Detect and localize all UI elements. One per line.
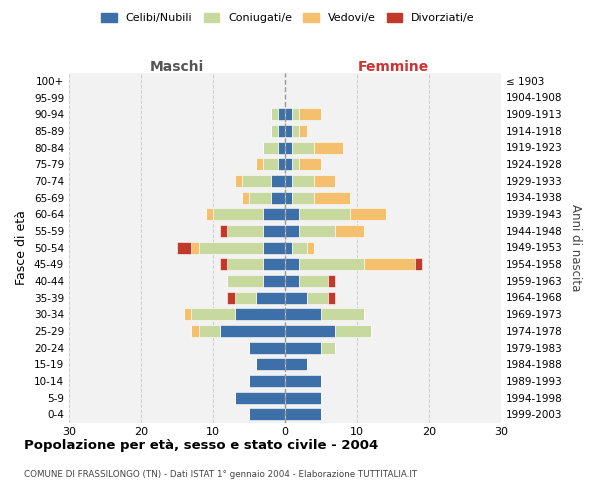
Bar	[299, 258, 364, 270]
Bar	[199, 242, 263, 254]
Bar	[285, 358, 307, 370]
Bar	[299, 125, 307, 137]
Bar	[199, 325, 220, 337]
Bar	[307, 292, 328, 304]
Bar	[285, 225, 299, 237]
Y-axis label: Fasce di età: Fasce di età	[16, 210, 28, 285]
Text: Femmine: Femmine	[358, 60, 428, 74]
Bar	[271, 125, 278, 137]
Bar	[285, 342, 321, 353]
Bar	[321, 308, 364, 320]
Text: Maschi: Maschi	[150, 60, 204, 74]
Bar	[220, 325, 285, 337]
Bar	[249, 342, 285, 353]
Bar	[292, 142, 314, 154]
Bar	[328, 292, 335, 304]
Bar	[271, 192, 285, 203]
Bar	[285, 192, 292, 203]
Bar	[263, 225, 285, 237]
Bar	[220, 258, 227, 270]
Bar	[299, 225, 335, 237]
Bar	[299, 208, 350, 220]
Bar	[227, 258, 263, 270]
Bar	[249, 375, 285, 387]
Bar	[242, 192, 249, 203]
Bar	[177, 242, 191, 254]
Bar	[256, 358, 285, 370]
Bar	[321, 342, 335, 353]
Bar	[285, 142, 292, 154]
Bar	[314, 192, 350, 203]
Bar	[292, 175, 314, 187]
Bar	[220, 225, 227, 237]
Bar	[184, 308, 191, 320]
Bar	[292, 242, 307, 254]
Bar	[335, 325, 371, 337]
Bar	[227, 225, 263, 237]
Bar	[227, 292, 235, 304]
Bar	[263, 142, 278, 154]
Bar	[285, 125, 292, 137]
Bar	[285, 108, 292, 120]
Bar	[285, 275, 299, 287]
Bar	[285, 158, 292, 170]
Bar	[235, 292, 256, 304]
Bar	[278, 158, 285, 170]
Bar	[350, 208, 386, 220]
Bar	[285, 208, 299, 220]
Bar	[235, 175, 242, 187]
Bar	[285, 408, 321, 420]
Bar	[191, 242, 199, 254]
Bar	[285, 175, 292, 187]
Bar	[278, 142, 285, 154]
Bar	[285, 375, 321, 387]
Bar	[285, 292, 307, 304]
Bar	[292, 158, 299, 170]
Bar	[364, 258, 415, 270]
Bar	[191, 308, 235, 320]
Bar	[299, 158, 321, 170]
Bar	[263, 158, 278, 170]
Bar	[314, 142, 343, 154]
Bar	[292, 125, 299, 137]
Bar	[299, 275, 328, 287]
Bar	[328, 275, 335, 287]
Bar	[278, 125, 285, 137]
Legend: Celibi/Nubili, Coniugati/e, Vedovi/e, Divorziati/e: Celibi/Nubili, Coniugati/e, Vedovi/e, Di…	[97, 8, 479, 28]
Bar	[292, 192, 314, 203]
Bar	[191, 325, 199, 337]
Bar	[263, 242, 285, 254]
Bar	[415, 258, 422, 270]
Bar	[271, 175, 285, 187]
Y-axis label: Anni di nascita: Anni di nascita	[569, 204, 582, 291]
Bar	[263, 275, 285, 287]
Bar	[235, 392, 285, 404]
Bar	[285, 325, 335, 337]
Bar	[263, 208, 285, 220]
Bar	[249, 192, 271, 203]
Bar	[278, 108, 285, 120]
Bar	[242, 175, 271, 187]
Bar	[307, 242, 314, 254]
Bar	[285, 392, 321, 404]
Bar	[256, 292, 285, 304]
Bar	[235, 308, 285, 320]
Text: Popolazione per età, sesso e stato civile - 2004: Popolazione per età, sesso e stato civil…	[24, 440, 378, 452]
Bar	[285, 258, 299, 270]
Bar	[249, 408, 285, 420]
Bar	[206, 208, 213, 220]
Bar	[299, 108, 321, 120]
Text: COMUNE DI FRASSILONGO (TN) - Dati ISTAT 1° gennaio 2004 - Elaborazione TUTTITALI: COMUNE DI FRASSILONGO (TN) - Dati ISTAT …	[24, 470, 417, 479]
Bar	[213, 208, 263, 220]
Bar	[263, 258, 285, 270]
Bar	[271, 108, 278, 120]
Bar	[227, 275, 263, 287]
Bar	[314, 175, 335, 187]
Bar	[335, 225, 364, 237]
Bar	[292, 108, 299, 120]
Bar	[285, 242, 292, 254]
Bar	[285, 308, 321, 320]
Bar	[256, 158, 263, 170]
